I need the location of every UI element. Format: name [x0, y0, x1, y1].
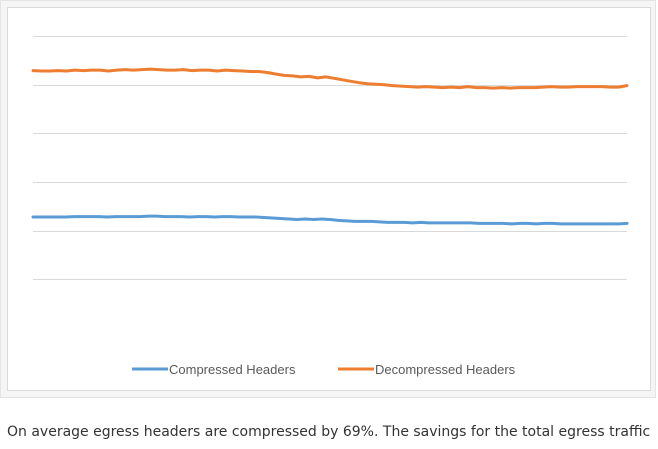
series-line-0 — [31, 214, 629, 226]
series-line-1 — [31, 67, 629, 90]
chart-figure: Compressed Headers Decompressed Headers — [0, 0, 656, 398]
legend: Compressed Headers Decompressed Headers — [132, 362, 516, 377]
legend-label-1: Decompressed Headers — [375, 362, 516, 377]
line-chart: Compressed Headers Decompressed Headers — [31, 36, 629, 377]
chart-area: Compressed Headers Decompressed Headers — [7, 7, 651, 391]
gridlines — [33, 36, 627, 280]
series-lines — [31, 67, 629, 226]
caption-text: On average egress headers are compressed… — [7, 424, 651, 440]
legend-label-0: Compressed Headers — [169, 362, 296, 377]
